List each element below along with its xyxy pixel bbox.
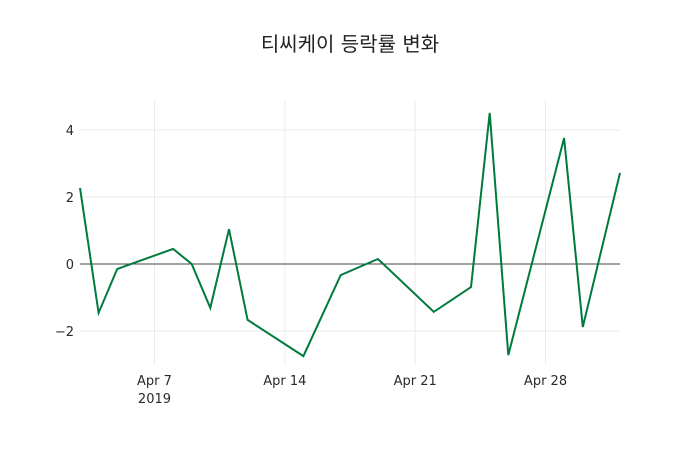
x-tick-label: Apr 7 (137, 374, 172, 389)
x-tick-label: Apr 14 (263, 374, 306, 389)
x-axis-ticks: Apr 7 2019 Apr 14 Apr 21 Apr 28 (137, 374, 567, 407)
y-tick-label: 2 (66, 191, 74, 206)
y-tick-label: 0 (66, 258, 74, 273)
y-axis-ticks: 4 2 0 −2 (55, 124, 74, 340)
gridlines (80, 100, 620, 365)
y-tick-label: −2 (55, 325, 74, 340)
x-tick-year-label: 2019 (138, 392, 171, 407)
x-tick-label: Apr 28 (524, 374, 567, 389)
y-tick-label: 4 (66, 124, 74, 139)
chart-title: 티씨케이 등락률 변화 (260, 32, 440, 56)
series-line (79, 112, 621, 358)
x-tick-label: Apr 21 (394, 374, 437, 389)
